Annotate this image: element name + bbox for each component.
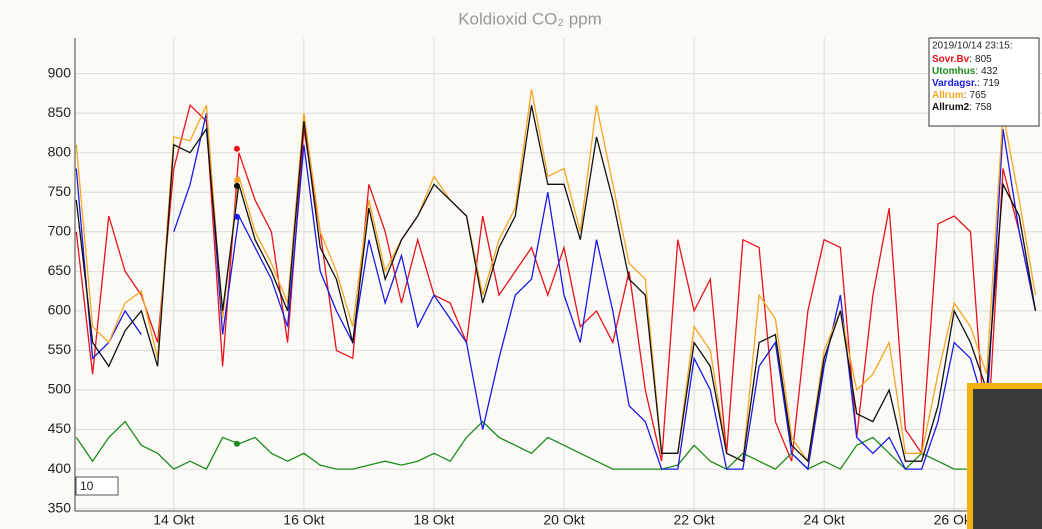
y-tick-label: 550 <box>48 341 72 357</box>
y-tick-label: 700 <box>48 222 72 238</box>
x-tick-label: 16 Okt <box>283 512 324 528</box>
y-tick-label: 650 <box>48 262 72 278</box>
series-line <box>75 89 1037 463</box>
y-tick-label: 800 <box>48 143 72 159</box>
roll-period-value[interactable]: 10 <box>80 479 94 493</box>
y-tick-label: 850 <box>48 104 72 120</box>
y-tick-label: 600 <box>48 302 72 318</box>
legend-entry: Allrum2: 758 <box>932 102 992 113</box>
y-tick-label: 400 <box>48 460 72 476</box>
y-tick-label: 900 <box>48 64 72 80</box>
x-tick-label: 20 Okt <box>543 512 584 528</box>
legend-separator: : <box>969 54 972 65</box>
legend-value: 719 <box>983 78 1000 89</box>
x-tick-label: 14 Okt <box>153 512 194 528</box>
legend-entry: Sovr.Bv: 805 <box>932 54 992 65</box>
y-tick-label: 450 <box>48 420 72 436</box>
legend-name: Allrum2 <box>932 102 970 113</box>
highlight-point <box>233 213 240 220</box>
chart-title: Koldioxid CO₂ ppm <box>458 9 602 28</box>
roll-period-input[interactable] <box>75 476 119 496</box>
legend-separator: : <box>975 66 978 77</box>
legend-entry: Vardagsr.: 719 <box>932 78 1000 89</box>
y-tick-label: 350 <box>48 499 72 515</box>
legend-entry: Allrum: 765 <box>932 90 987 101</box>
x-tick-label: 22 Okt <box>673 512 714 528</box>
highlight-point <box>233 182 240 189</box>
x-tick-label: 26 Okt <box>934 512 975 528</box>
series-line <box>75 105 1037 463</box>
legend-box <box>928 37 1040 127</box>
x-tick-label: 18 Okt <box>413 512 454 528</box>
legend-name: Utomhus <box>932 66 976 77</box>
legend-value: 432 <box>981 66 998 77</box>
legend-name: Vardagsr. <box>932 78 977 89</box>
legend-separator: : <box>964 90 967 101</box>
legend-separator: : <box>969 102 972 113</box>
highlight-point <box>233 177 240 184</box>
x-tick-label: 24 Okt <box>804 512 845 528</box>
highlight-point <box>233 145 240 152</box>
legend-value: 765 <box>969 90 986 101</box>
legend-time: 2019/10/14 23:15: <box>932 41 1013 52</box>
highlight-point <box>233 440 240 447</box>
legend-entry: Utomhus: 432 <box>932 66 998 77</box>
legend-value: 805 <box>975 54 992 65</box>
legend-name: Allrum <box>932 90 964 101</box>
y-tick-label: 750 <box>48 183 72 199</box>
y-tick-label: 500 <box>48 381 72 397</box>
legend-value: 758 <box>975 102 992 113</box>
overlay-panel <box>967 383 1042 529</box>
legend-separator: : <box>977 78 980 89</box>
legend-name: Sovr.Bv <box>932 54 970 65</box>
